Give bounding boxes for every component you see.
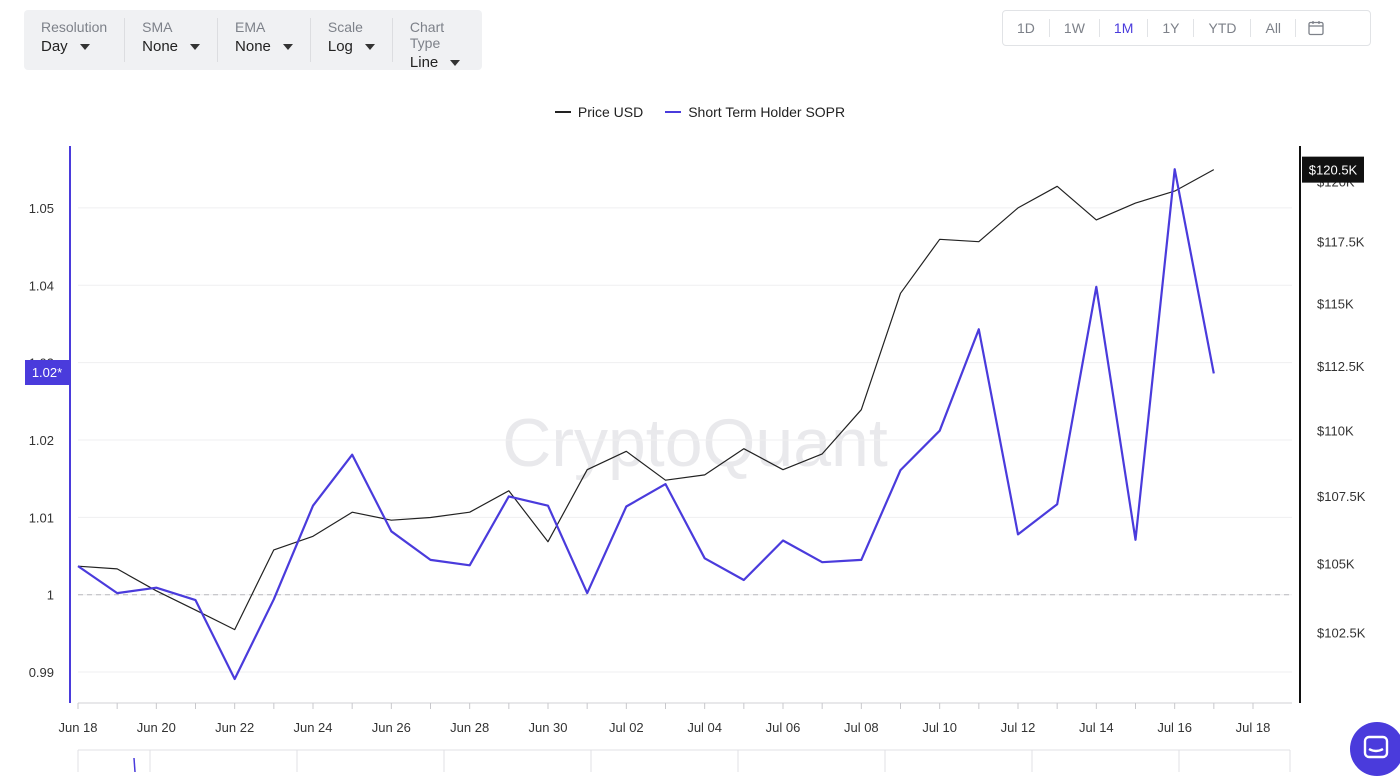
chat-icon [1363, 735, 1389, 759]
y-left-tick-label: 0.99 [29, 665, 54, 680]
range-1y-button[interactable]: 1Y [1148, 19, 1195, 37]
range-ytd-button[interactable]: YTD [1194, 19, 1252, 37]
y-right-tick-label: $107.5K [1317, 489, 1366, 504]
range-1d-button[interactable]: 1D [1003, 19, 1050, 37]
legend-item-price[interactable]: Price USD [554, 104, 644, 120]
x-tick-label: Jul 12 [1001, 720, 1036, 735]
chart-legend: Price USD Short Term Holder SOPR [0, 104, 1400, 120]
x-tick-label: Jul 02 [609, 720, 644, 735]
x-tick-label: Jul 06 [766, 720, 801, 735]
scale-value: Log [327, 38, 353, 55]
calendar-icon[interactable] [1296, 20, 1336, 36]
range-1w-button[interactable]: 1W [1050, 19, 1100, 37]
legend-label-sopr: Short Term Holder SOPR [688, 104, 846, 120]
series-line-sopr [77, 168, 1215, 681]
chart-controls: Resolution Day SMA None EMA None Scale L… [24, 10, 482, 71]
chart-type-dropdown[interactable]: Chart Type Line [393, 18, 482, 71]
x-tick-label: Jun 22 [215, 720, 254, 735]
resolution-dropdown[interactable]: Resolution Day [24, 18, 126, 62]
y-right-tick-label: $115K [1317, 296, 1354, 311]
last-value-badge-right [1302, 156, 1364, 183]
caret-down-icon [79, 43, 90, 50]
caret-down-icon [364, 43, 375, 50]
sma-label: SMA [142, 19, 173, 35]
ema-dropdown[interactable]: EMA None [218, 18, 311, 62]
y-left-tick-label: 1.03 [29, 356, 54, 371]
y-left-tick-label: 1.04 [29, 278, 54, 293]
caret-down-icon [450, 59, 461, 66]
x-tick-label: Jul 16 [1157, 720, 1192, 735]
legend-swatch-price [554, 111, 571, 113]
y-right-tick-label: $110K [1317, 423, 1354, 438]
x-tick-label: Jun 24 [293, 720, 332, 735]
sma-value: None [142, 38, 179, 55]
x-tick-label: Jul 04 [687, 720, 722, 735]
y-left-tick-label: 1.05 [29, 201, 54, 216]
x-tick-label: Jul 18 [1236, 720, 1271, 735]
chart-type-value: Line [409, 54, 439, 71]
y-left-tick-label: 1.01 [29, 510, 54, 525]
ema-label: EMA [235, 19, 266, 35]
time-range-selector: 1D 1W 1M 1Y YTD All [1002, 10, 1371, 46]
sma-dropdown[interactable]: SMA None [125, 18, 219, 62]
y-left-tick-label: 1 [47, 588, 54, 603]
x-tick-label: Jul 08 [844, 720, 879, 735]
ema-value: None [235, 38, 271, 55]
y-right-tick-label: $102.5K [1317, 625, 1366, 640]
resolution-value: Day [41, 38, 68, 55]
last-value-badge-left [25, 360, 69, 385]
watermark: CryptoQuant [502, 405, 888, 481]
series-line-price [77, 169, 1215, 631]
caret-down-icon [190, 43, 201, 50]
y-right-tick-label: $120K [1317, 175, 1355, 190]
caret-down-icon [282, 43, 293, 50]
scale-label: Scale [327, 19, 363, 35]
x-tick-label: Jul 14 [1079, 720, 1114, 735]
y-right-tick-label: $105K [1317, 556, 1355, 571]
y-left-tick-label: 1.02 [29, 433, 54, 448]
resolution-label: Resolution [41, 19, 108, 35]
x-tick-label: Jun 30 [528, 720, 567, 735]
last-value-label-left: 1.02* [32, 365, 62, 380]
chat-button[interactable] [1350, 722, 1400, 776]
y-right-tick-label: $117.5K [1317, 235, 1365, 250]
last-value-label-right: $120.5K [1309, 163, 1358, 178]
legend-swatch-sopr [665, 111, 682, 113]
x-tick-label: Jun 28 [450, 720, 489, 735]
legend-item-sopr[interactable]: Short Term Holder SOPR [665, 104, 845, 120]
range-1m-button[interactable]: 1M [1100, 19, 1149, 37]
x-tick-label: Jun 20 [137, 720, 176, 735]
navigator-handle [133, 757, 136, 772]
x-tick-label: Jul 10 [922, 720, 957, 735]
chart-type-label: Chart Type [409, 19, 445, 51]
range-all-button[interactable]: All [1251, 19, 1297, 37]
x-tick-label: Jun 18 [58, 720, 97, 735]
y-right-tick-label: $112.5K [1317, 359, 1365, 374]
scale-dropdown[interactable]: Scale Log [311, 18, 393, 62]
legend-label-price: Price USD [577, 104, 644, 120]
x-tick-label: Jun 26 [372, 720, 411, 735]
